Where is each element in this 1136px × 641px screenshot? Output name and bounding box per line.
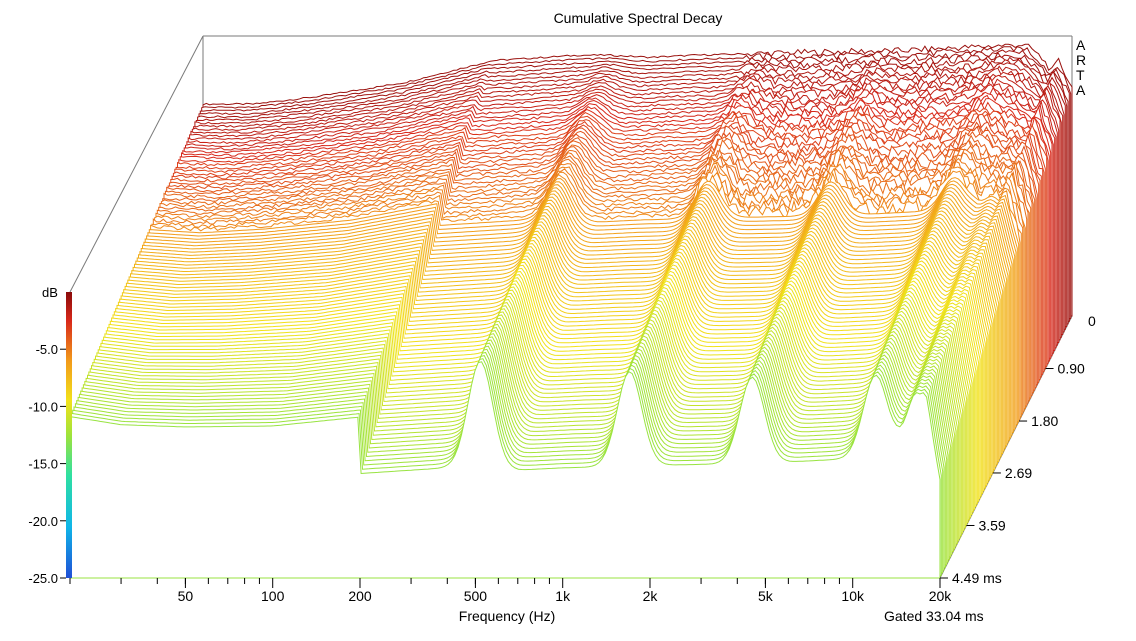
time-tick-label: 2.69: [1005, 465, 1032, 481]
frequency-tick-label: 5k: [758, 588, 774, 604]
db-tick-label: -10.0: [28, 399, 58, 414]
time-tick-label: 4.49 ms: [952, 570, 1002, 586]
frequency-tick-label: 10k: [841, 588, 865, 604]
frequency-tick-label: 2k: [643, 588, 659, 604]
time-axis: 0.90 1.80 2.69 3.59 4.49 ms: [940, 361, 1085, 586]
db-tick-label: -25.0: [28, 571, 58, 586]
x-axis-label: Frequency (Hz): [459, 608, 555, 624]
db-colorbar: dB -5.0 -10.0 -15.0 -20.0 -25.0: [28, 285, 72, 586]
db-tick-label: -20.0: [28, 514, 58, 529]
db-tick-label: -5.0: [36, 342, 58, 357]
db-axis-label: dB: [42, 285, 58, 300]
time-tick-label: 1.80: [1031, 413, 1058, 429]
frequency-axis: 50 100 200 500 1k 2k 5k 10k 20k: [69, 578, 953, 604]
frequency-tick-label: 200: [348, 588, 372, 604]
db-ticks: -5.0 -10.0 -15.0 -20.0 -25.0: [28, 342, 66, 586]
frequency-tick-label: 500: [464, 588, 488, 604]
colorbar-gradient: [66, 292, 72, 578]
time-tick-label: 0.90: [1058, 361, 1085, 377]
chart-title: Cumulative Spectral Decay: [554, 10, 723, 26]
db-tick-label: -15.0: [28, 457, 58, 472]
right-depth-axis: [939, 315, 1073, 579]
time-tick-label: 3.59: [978, 517, 1005, 533]
decay-slices: [69, 43, 1073, 579]
frequency-tick-label: 1k: [555, 588, 571, 604]
top-level-label: 0: [1088, 313, 1096, 329]
decay-slice: [69, 361, 941, 579]
frequency-tick-label: 100: [261, 588, 285, 604]
frequency-tick-label: 20k: [929, 588, 953, 604]
gate-label: Gated 33.04 ms: [884, 608, 984, 624]
left-diagonal-top: [69, 35, 204, 293]
frequency-tick-label: 50: [178, 588, 194, 604]
